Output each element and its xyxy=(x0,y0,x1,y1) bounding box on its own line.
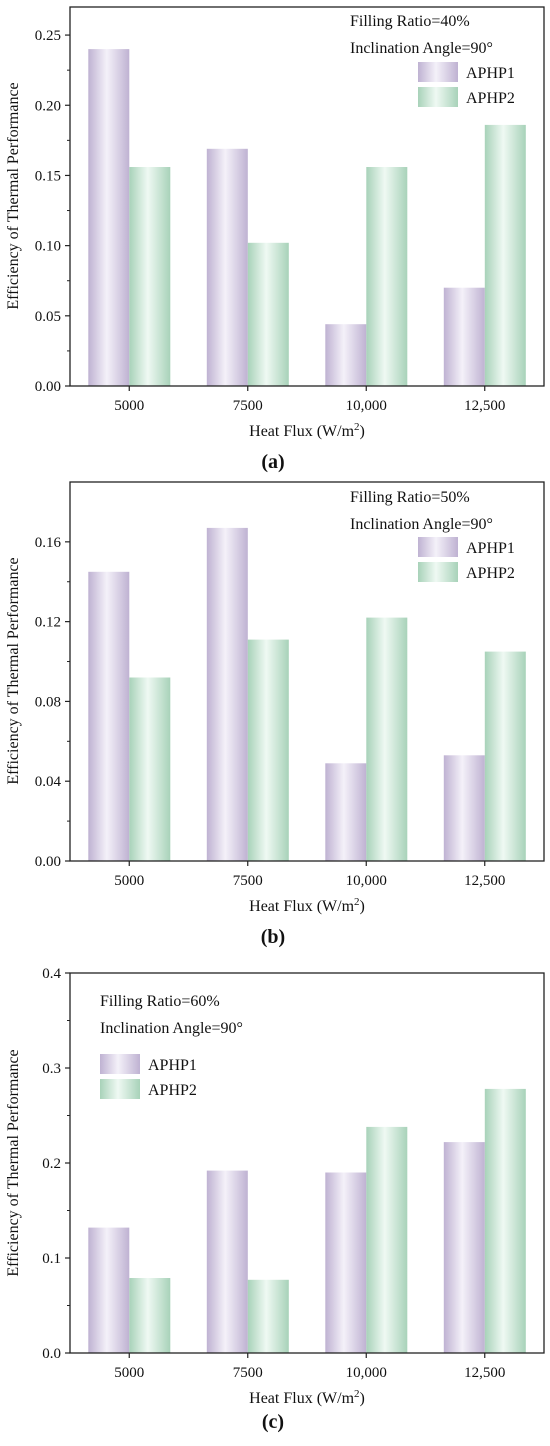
x-tick-label: 10,000 xyxy=(346,1365,387,1381)
bar-aphp1-3 xyxy=(325,324,367,386)
legend: APHP1 APHP2 xyxy=(418,537,515,582)
x-axis-title: Heat Flux (W/m2) xyxy=(249,421,365,440)
bar-aphp2-2 xyxy=(247,639,289,861)
annotation-1: Filling Ratio=50% xyxy=(350,489,470,506)
bar-aphp2-3 xyxy=(366,167,408,386)
x-tick-label: 7500 xyxy=(233,1365,263,1381)
y-axis-title: Efficiency of Thermal Performance xyxy=(5,557,22,784)
legend-label-aphp1: APHP1 xyxy=(466,540,515,557)
annotation-1: Filling Ratio=60% xyxy=(100,993,220,1010)
bar-aphp2-3 xyxy=(366,1126,408,1353)
bar-aphp1-4 xyxy=(443,287,485,386)
bar-aphp2-1 xyxy=(129,677,171,861)
bar-aphp2-4 xyxy=(484,651,526,861)
legend-label-aphp2: APHP2 xyxy=(466,565,515,582)
x-tick-label: 12,500 xyxy=(464,398,505,414)
x-tick-label: 7500 xyxy=(233,873,263,889)
y-tick-label: 0.00 xyxy=(35,379,61,395)
legend-swatch-aphp2 xyxy=(100,1079,140,1099)
annotation-1: Filling Ratio=40% xyxy=(350,13,470,30)
bar-aphp1-3 xyxy=(325,763,367,861)
panel-label: (c) xyxy=(262,1411,284,1433)
bar-aphp2-4 xyxy=(484,124,526,387)
y-tick-label: 0.25 xyxy=(35,28,61,44)
bar-aphp1-2 xyxy=(206,527,248,861)
y-tick-label: 0.2 xyxy=(42,1156,61,1172)
y-tick-label: 0.3 xyxy=(42,1061,61,1077)
y-tick-label: 0.08 xyxy=(35,694,61,710)
y-tick-label: 0.0 xyxy=(42,1346,61,1362)
legend-label-aphp1: APHP1 xyxy=(466,65,515,82)
x-tick-label: 10,000 xyxy=(346,873,387,889)
legend-swatch-aphp1 xyxy=(100,1054,140,1074)
bar-aphp2-4 xyxy=(484,1088,526,1353)
bar-aphp1-1 xyxy=(88,49,130,386)
x-tick-label: 7500 xyxy=(233,398,263,414)
x-tick-label: 12,500 xyxy=(464,873,505,889)
x-tick-label: 5000 xyxy=(114,873,144,889)
bar-aphp1-4 xyxy=(443,1142,485,1353)
bar-aphp2-2 xyxy=(247,1279,289,1353)
bar-aphp2-2 xyxy=(247,242,289,386)
y-tick-label: 0.00 xyxy=(35,854,61,870)
y-tick-label: 0.1 xyxy=(42,1251,61,1267)
legend-label-aphp2: APHP2 xyxy=(466,90,515,107)
legend: APHP1 APHP2 xyxy=(100,1054,197,1099)
y-tick-label: 0.05 xyxy=(35,309,61,325)
y-tick-label: 0.15 xyxy=(35,168,61,184)
panel-label: (b) xyxy=(261,926,285,948)
y-tick-label: 0.20 xyxy=(35,98,61,114)
legend-label-aphp1: APHP1 xyxy=(148,1057,197,1074)
bar-aphp1-2 xyxy=(206,148,248,386)
x-tick-label: 5000 xyxy=(114,398,144,414)
legend-swatch-aphp1 xyxy=(418,62,458,82)
chart-panel-2: 0.00 0.04 0.08 0.12 0.16 5000 7500 10,000 12,500… xyxy=(5,481,545,948)
x-tick-label: 10,000 xyxy=(346,398,387,414)
bar-aphp2-1 xyxy=(129,167,171,386)
legend-swatch-aphp2 xyxy=(418,87,458,107)
bar-aphp1-1 xyxy=(88,571,130,861)
annotation-2: Inclination Angle=90° xyxy=(350,516,493,533)
bar-aphp1-4 xyxy=(443,755,485,861)
bar-aphp1-2 xyxy=(206,1170,248,1353)
plot-frame xyxy=(69,481,545,862)
y-tick-label: 0.10 xyxy=(35,239,61,255)
y-tick-label: 0.12 xyxy=(35,615,61,631)
legend: APHP1 APHP2 xyxy=(418,62,515,107)
bar-aphp1-1 xyxy=(88,1227,130,1353)
plot-frame xyxy=(69,6,545,387)
x-axis-title: Heat Flux (W/m2) xyxy=(249,1388,365,1407)
chart-panel-1: 0.00 0.05 0.10 0.15 0.20 0.25 5000 7500 10,000 12… xyxy=(5,6,545,473)
annotation-2: Inclination Angle=90° xyxy=(350,40,493,57)
y-axis-title: Efficiency of Thermal Performance xyxy=(5,82,22,309)
bar-aphp2-3 xyxy=(366,617,408,861)
panel-label: (a) xyxy=(261,451,284,473)
x-tick-label: 5000 xyxy=(114,1365,144,1381)
bar-aphp1-3 xyxy=(325,1172,367,1353)
y-tick-label: 0.4 xyxy=(42,966,61,982)
y-tick-label: 0.04 xyxy=(35,774,62,790)
chart-panel-3: 0.0 0.1 0.2 0.3 0.4 5000 7500 10,000 12,500 Heat … xyxy=(5,966,545,1433)
x-tick-label: 12,500 xyxy=(464,1365,505,1381)
y-tick-label: 0.16 xyxy=(35,535,62,551)
annotation-2: Inclination Angle=90° xyxy=(100,1020,243,1037)
legend-label-aphp2: APHP2 xyxy=(148,1082,197,1099)
bar-aphp2-1 xyxy=(129,1278,171,1353)
legend-swatch-aphp2 xyxy=(418,562,458,582)
y-axis-title: Efficiency of Thermal Performance xyxy=(5,1049,22,1276)
legend-swatch-aphp1 xyxy=(418,537,458,557)
x-axis-title: Heat Flux (W/m2) xyxy=(249,896,365,915)
